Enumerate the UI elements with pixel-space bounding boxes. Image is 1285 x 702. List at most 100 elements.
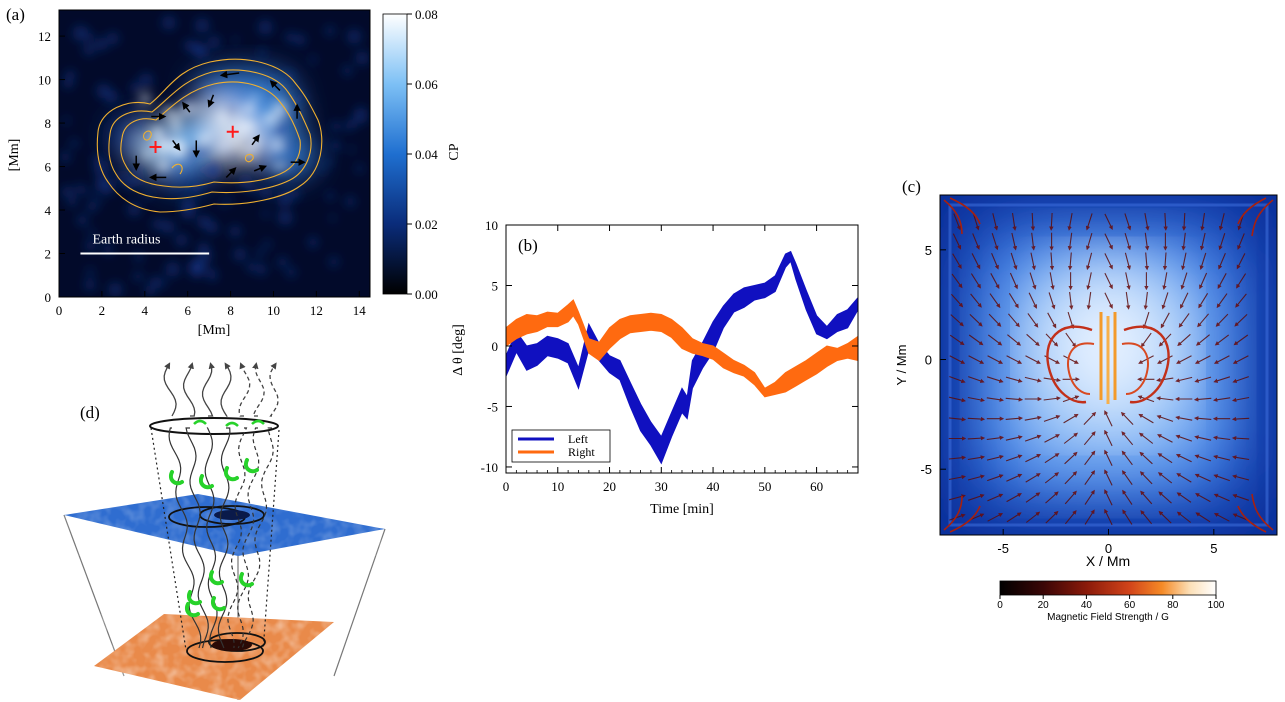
field-arrow-81 xyxy=(967,416,986,422)
speckle-bg-38 xyxy=(84,279,96,291)
field-arrow-107 xyxy=(1212,397,1231,402)
corner-field-tr xyxy=(1237,197,1274,237)
flow-arrow-7 xyxy=(253,165,267,172)
field-arrow-179 xyxy=(990,273,1000,289)
field-arrow-110 xyxy=(968,376,985,383)
field-arrow-175 xyxy=(1216,293,1228,309)
field-arrow-67 xyxy=(1005,435,1023,441)
field-arrow-172 xyxy=(1161,292,1169,310)
field-arrow-5 xyxy=(1045,510,1059,524)
speckle-bg-113 xyxy=(355,51,369,65)
field-arrow-15 xyxy=(1232,513,1249,522)
cbar-tick-label-5: 100 xyxy=(1208,600,1225,611)
field-arrow-109 xyxy=(949,375,966,384)
field-arrow-184 xyxy=(1086,272,1092,290)
field-lines xyxy=(163,362,279,649)
corner-field-br xyxy=(1237,493,1274,533)
speckle-bg-85 xyxy=(342,65,353,76)
field-arrow-17 xyxy=(968,494,985,501)
speckle-bg-58 xyxy=(294,34,306,46)
field-arrow-51 xyxy=(1005,454,1023,462)
speckle-bg-82 xyxy=(161,220,175,234)
field-arrow-61 xyxy=(1194,454,1212,462)
field-arrow-219 xyxy=(1144,232,1150,251)
field-arrow-160 xyxy=(1234,314,1248,327)
panel-c-inner-frame xyxy=(948,203,1269,527)
field-arrow-148 xyxy=(950,314,964,327)
field-arrow-95 xyxy=(1231,416,1250,422)
panel-c-colorbar-label: Magnetic Field Strength / G xyxy=(1047,612,1169,623)
speckle-bg-86 xyxy=(87,229,95,237)
speckle-bg-114 xyxy=(232,37,239,44)
x-tick-label-4: 8 xyxy=(227,303,234,318)
field-arrow-173 xyxy=(1180,292,1189,309)
field-arrow-210 xyxy=(972,233,980,250)
y-tick-label-0: -5 xyxy=(920,462,932,477)
speckle-bg-12 xyxy=(224,196,233,204)
field-arrow-65 xyxy=(967,435,986,441)
field-arrow-92 xyxy=(1175,415,1193,421)
speckle-bg-54 xyxy=(94,37,108,51)
field-arrow-0 xyxy=(949,513,966,521)
panel-a-colorbar-label: CP xyxy=(447,143,462,160)
field-arrow-230 xyxy=(1049,212,1054,231)
field-arrow-96 xyxy=(948,396,966,403)
field-arrow-171 xyxy=(1143,291,1148,310)
x-tick-label-1: 2 xyxy=(99,303,106,318)
speckle-bg-56 xyxy=(194,18,210,33)
cbar-tick-label-3: 0.06 xyxy=(415,77,438,92)
field-arrow-113 xyxy=(1024,376,1042,383)
speckle-bg-103 xyxy=(245,139,252,146)
field-line-trunk-1 xyxy=(185,427,209,649)
field-line-trunk-6 xyxy=(241,427,274,649)
speckle-bg-128 xyxy=(197,214,211,229)
field-arrow-168 xyxy=(1086,291,1092,310)
y-tick-label-1: -5 xyxy=(487,399,498,414)
y-tick-label-4: 10 xyxy=(485,218,498,233)
top-ellipse xyxy=(149,417,279,435)
panel-b-ylabel: Δ θ [deg] xyxy=(451,324,466,375)
panel-c-field-arrows xyxy=(948,212,1250,526)
field-arrow-57 xyxy=(1121,450,1133,466)
speckle-bg-22 xyxy=(195,165,205,175)
flux-tube-symbol-0 xyxy=(169,470,184,486)
field-arrow-20 xyxy=(1025,492,1041,503)
flow-arrow-3 xyxy=(219,70,240,79)
y-tick-label-2: 4 xyxy=(45,203,52,218)
field-arrow-209 xyxy=(952,233,962,250)
field-arrow-44 xyxy=(1176,473,1192,483)
top-ring-mark-0 xyxy=(193,419,207,425)
field-arrow-31 xyxy=(1232,494,1249,501)
legend-box xyxy=(511,429,611,463)
y-tick-label-0: 0 xyxy=(45,290,52,305)
field-arrow-185 xyxy=(1104,272,1113,290)
field-arrow-108 xyxy=(1232,396,1250,403)
speckle-bright-38 xyxy=(175,151,183,159)
field-arrow-233 xyxy=(1104,213,1113,230)
field-arrow-131 xyxy=(1176,355,1192,364)
field-arrow-69 xyxy=(1044,434,1060,443)
field-arrow-55 xyxy=(1084,450,1096,466)
speckle-bg-108 xyxy=(60,151,71,163)
legend-right-label: Right xyxy=(568,445,595,459)
field-arrow-119 xyxy=(1194,376,1212,383)
field-arrow-221 xyxy=(1181,232,1186,251)
speckle-bg-132 xyxy=(293,96,303,105)
panel-c-axes: -5 0 5 -5 0 5 xyxy=(920,243,1217,556)
field-arrow-224 xyxy=(1237,233,1245,250)
panel-c-colorbar xyxy=(999,580,1217,596)
speckle-bg-17 xyxy=(255,249,265,258)
field-arrow-75 xyxy=(1157,434,1173,443)
flux-tube-symbol-4 xyxy=(187,590,202,606)
panel-c-colorbar-ticks: 0 20 40 60 80 100 xyxy=(997,595,1225,611)
speckle-bright-3 xyxy=(196,133,209,147)
field-arrow-63 xyxy=(1231,455,1250,461)
flow-arrow-4 xyxy=(269,80,281,91)
speckle-bg-84 xyxy=(324,25,335,36)
field-line-top-2 xyxy=(201,362,215,417)
speckle-bg-10 xyxy=(261,209,270,218)
speckle-bg-53 xyxy=(330,140,341,151)
flux-tube-symbol-2 xyxy=(224,466,239,482)
speckle-bright-18 xyxy=(154,129,161,136)
